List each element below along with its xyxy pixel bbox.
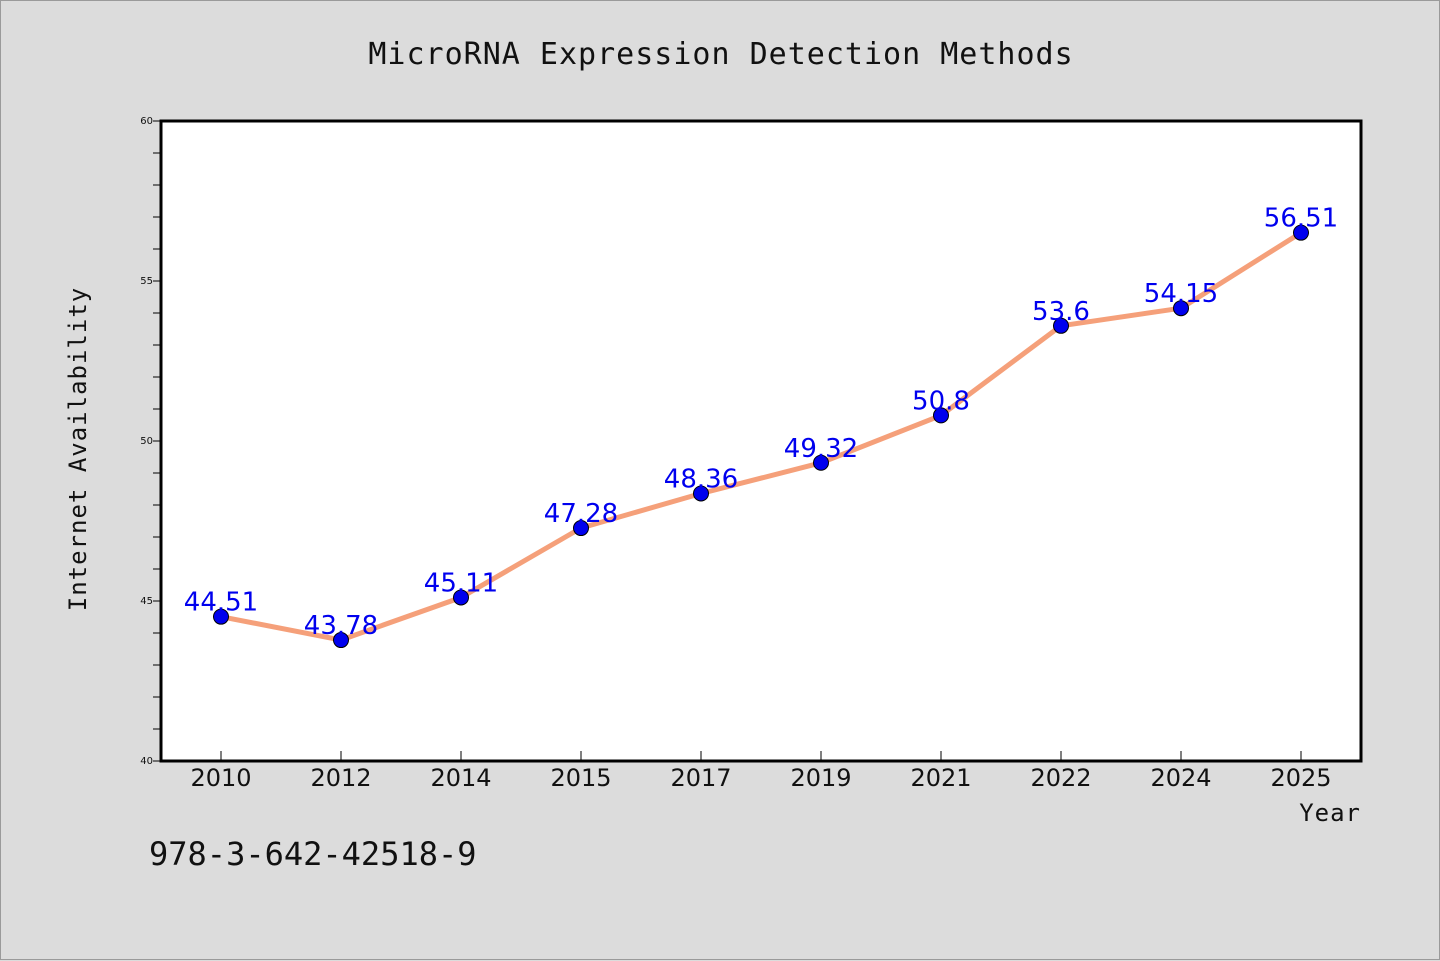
y-tick-label: 45: [140, 596, 153, 607]
data-label: 53.6: [1032, 297, 1090, 327]
data-label: 54.15: [1144, 279, 1218, 309]
x-tick-label: 2022: [1030, 764, 1091, 792]
x-tick-label: 2015: [550, 764, 611, 792]
x-axis-label: Year: [1299, 799, 1361, 827]
y-tick-label: 60: [140, 116, 153, 127]
data-point: [1173, 300, 1189, 317]
data-point: [933, 407, 949, 424]
data-label: 43.78: [304, 611, 378, 641]
y-axis-ticks: 40 45 50 55 60: [140, 116, 161, 767]
data-label: 56.51: [1264, 204, 1338, 234]
x-tick-label: 2010: [190, 764, 251, 792]
x-axis-ticks: 2010 2012 2014 2015 2017 2019 2021 2022 2024 2025: [190, 751, 1332, 792]
x-tick-label: 2025: [1270, 764, 1331, 792]
data-label: 47.28: [544, 499, 618, 529]
data-label: 45.11: [424, 568, 498, 598]
y-tick-label: 55: [140, 276, 153, 287]
data-point: [333, 632, 349, 649]
x-tick-label: 2014: [430, 764, 491, 792]
y-tick-label: 50: [140, 436, 153, 447]
plot-frame: [159, 119, 1363, 763]
data-labels: 44.51 43.78 45.11 47.28 48.36 49.32 50.8 53.6 54…: [184, 204, 1338, 641]
data-label: 44.51: [184, 588, 258, 618]
x-tick-label: 2012: [310, 764, 371, 792]
y-tick-label: 40: [140, 756, 153, 767]
y-axis-label: Internet Availability: [64, 287, 92, 611]
plot-area: [161, 121, 1361, 761]
data-point: [693, 485, 709, 502]
data-label: 49.32: [784, 434, 858, 464]
data-label: 48.36: [664, 464, 738, 494]
x-tick-label: 2024: [1150, 764, 1211, 792]
chart-title: MicroRNA Expression Detection Methods: [368, 37, 1073, 72]
data-point: [1053, 317, 1069, 334]
data-point: [453, 589, 469, 606]
data-point: [1293, 224, 1309, 241]
data-point: [213, 608, 229, 625]
series-line: [220, 230, 1303, 643]
x-tick-label: 2017: [670, 764, 731, 792]
x-tick-label: 2019: [790, 764, 851, 792]
data-point: [813, 454, 829, 471]
data-point: [573, 520, 589, 537]
data-label: 50.8: [912, 386, 970, 416]
data-markers: [213, 224, 1309, 649]
isbn-annotation: 978-3-642-42518-9: [149, 835, 477, 873]
x-tick-label: 2021: [910, 764, 971, 792]
